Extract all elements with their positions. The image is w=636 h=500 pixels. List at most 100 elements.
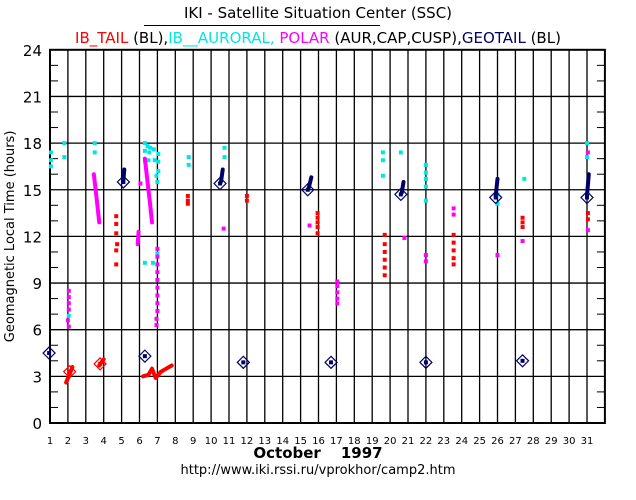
geotail-diamond-point: [520, 358, 525, 363]
ib-tail-point: [520, 220, 525, 225]
ib-auroral-point: [92, 141, 97, 146]
x-axis-year: 1997: [340, 444, 383, 462]
ib-tail-diamond-point: [67, 369, 72, 374]
polar-point: [66, 307, 71, 312]
ib-tail-diamond-point: [98, 361, 103, 366]
x-tick-label: 17: [330, 436, 343, 447]
x-tick-label: 10: [205, 436, 218, 447]
ib-tail-point: [315, 225, 320, 230]
geotail-diamond-point: [47, 351, 52, 356]
geotail-diamond-point: [423, 360, 428, 365]
polar-point: [335, 296, 340, 301]
ib-auroral-point: [186, 155, 191, 160]
x-tick-label: 22: [420, 436, 433, 447]
ib-auroral-point: [222, 145, 227, 150]
ib-auroral-point: [380, 173, 385, 178]
geotail-diamond-point: [241, 360, 246, 365]
geotail-diamond: [488, 190, 503, 205]
legend-geotail-note: (BL): [525, 29, 561, 47]
ib-tail-point: [451, 248, 456, 253]
polar-point: [335, 279, 340, 284]
geotail-diamond-point: [493, 195, 498, 200]
ib-auroral-point: [423, 176, 428, 181]
polar-track: [91, 172, 102, 225]
ib-tail-point: [315, 231, 320, 236]
polar-point: [335, 284, 340, 289]
x-tick-label: 1: [47, 436, 53, 447]
ib-auroral-point: [585, 155, 589, 160]
geotail-track: [399, 179, 406, 195]
ib-auroral-point: [398, 150, 403, 155]
legend: IB_TAIL (BL),IB__AURORAL, POLAR (AUR,CAP…: [0, 29, 636, 47]
y-tick-label: 21: [23, 88, 42, 106]
ib-auroral-point: [92, 150, 97, 155]
ib-auroral-point: [522, 176, 527, 181]
geotail-diamond: [419, 355, 433, 370]
ib-tail-point: [315, 220, 320, 225]
ib-tail-point: [585, 211, 590, 216]
x-tick-label: 30: [563, 436, 576, 447]
ib-tail-point: [114, 248, 119, 253]
x-tick-label: 29: [545, 436, 558, 447]
legend-ib-tail-note: (BL),: [128, 29, 169, 47]
x-tick-label: 14: [276, 436, 289, 447]
ib-auroral-point: [156, 169, 161, 174]
ib-tail-point: [382, 265, 387, 270]
polar-point: [138, 181, 143, 186]
polar-track: [135, 229, 141, 247]
ib-auroral-point: [423, 198, 428, 203]
ib-tail-point: [382, 257, 387, 262]
geotail-diamond-point: [585, 195, 589, 200]
polar-point: [155, 285, 160, 290]
geotail-diamond: [236, 355, 251, 370]
ib-auroral-point: [155, 179, 160, 184]
ib-tail-point: [382, 232, 387, 237]
ib-auroral-point: [48, 158, 53, 163]
ib-auroral-point: [148, 145, 153, 150]
ib-tail-point: [382, 273, 387, 278]
polar-point: [155, 277, 160, 282]
ib-auroral-point: [142, 141, 147, 146]
ib-auroral-point: [146, 158, 151, 163]
polar-point: [65, 318, 70, 323]
polar-point: [155, 309, 160, 314]
polar-point: [66, 301, 71, 306]
geotail-diamond-point: [305, 187, 310, 192]
ib-auroral-point: [423, 170, 428, 175]
geotail-diamond: [580, 190, 594, 205]
ib-tail-point: [520, 225, 525, 230]
x-tick-label: 26: [491, 436, 504, 447]
ib-tail-point: [185, 193, 190, 198]
geotail-diamond: [213, 176, 227, 191]
x-axis-month: October: [253, 444, 321, 462]
x-tick-label: 28: [527, 436, 540, 447]
y-axis-label: Geomagnetic Local Time (hours): [3, 131, 18, 343]
polar-point: [155, 246, 160, 251]
x-tick-label: 5: [118, 436, 124, 447]
ib-auroral-point: [156, 151, 161, 156]
y-tick-label: 12: [23, 228, 42, 246]
x-tick-label: 6: [136, 436, 142, 447]
ib-tail-point: [244, 193, 249, 198]
x-tick-label: 16: [312, 436, 325, 447]
y-tick-label: 3: [32, 368, 42, 386]
polar-point: [66, 324, 71, 329]
y-tick-label: 6: [32, 322, 42, 340]
legend-geotail: GEOTAIL: [461, 29, 526, 47]
polar-point: [335, 290, 340, 295]
ib-auroral-point: [423, 162, 428, 167]
ib-auroral-point: [151, 147, 156, 152]
ib-auroral-point: [154, 173, 159, 178]
ib-tail-point: [315, 211, 320, 216]
geotail-diamond-point: [218, 181, 223, 186]
ib-tail-diamond: [62, 364, 77, 379]
x-tick-label: 19: [366, 436, 379, 447]
ib-auroral-point: [62, 155, 67, 160]
ib-tail-point: [114, 262, 119, 267]
polar-point: [307, 223, 312, 228]
x-tick-label: 31: [581, 436, 594, 447]
polar-point: [155, 262, 160, 267]
polar-point: [154, 323, 159, 328]
ib-auroral-point: [142, 260, 147, 265]
